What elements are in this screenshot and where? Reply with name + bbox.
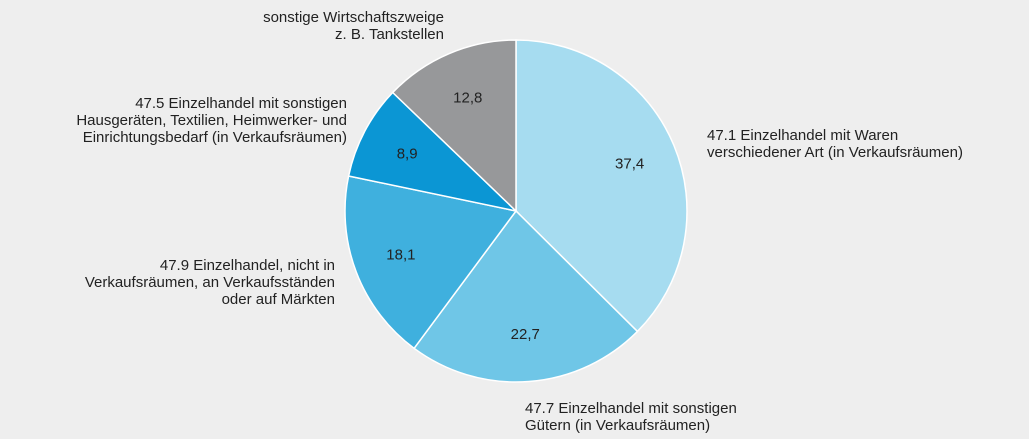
value-label: 12,8 <box>453 90 482 107</box>
value-label: 8,9 <box>397 146 418 163</box>
pie-slice <box>413 209 639 383</box>
category-label: 47.9 Einzelhandel, nicht in Verkaufsräume… <box>85 257 335 308</box>
value-label: 18,1 <box>386 247 415 264</box>
pie-slice <box>391 39 517 213</box>
category-label: 47.1 Einzelhandel mit Waren verschiedener… <box>707 127 963 161</box>
category-label: sonstige Wirtschaftszweige z. B. Tankstel… <box>263 9 444 43</box>
pie-slice <box>344 175 518 350</box>
value-label: 22,7 <box>511 326 540 343</box>
category-label: 47.7 Einzelhandel mit sonstigen Gütern (i… <box>525 400 737 434</box>
pie-slice <box>347 91 519 213</box>
pie-slice <box>515 39 688 333</box>
category-label: 47.5 Einzelhandel mit sonstigen Hausgerät… <box>76 95 347 146</box>
value-label: 37,4 <box>615 156 644 173</box>
